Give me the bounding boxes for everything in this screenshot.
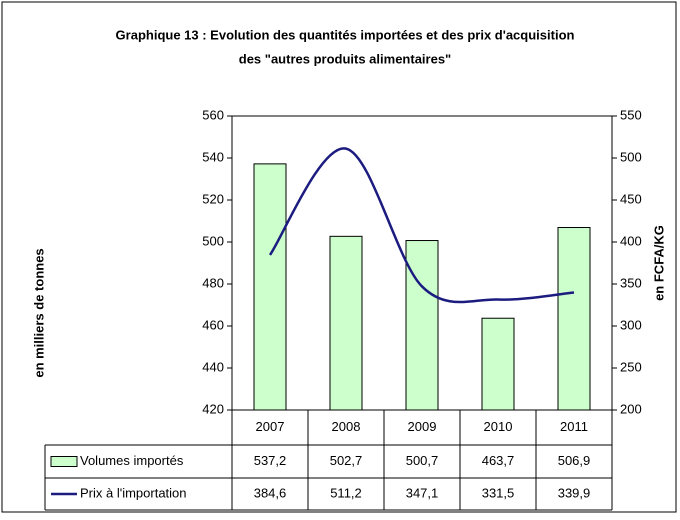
table-value: 347,1 — [406, 485, 439, 500]
legend-label: Prix à l'importation — [80, 485, 187, 500]
table-value: 500,7 — [406, 453, 439, 468]
bar — [481, 317, 515, 411]
y2-tick-label: 250 — [620, 359, 642, 374]
y-tick-label: 480 — [202, 275, 224, 290]
table-value: 506,9 — [558, 453, 591, 468]
y2-axis-label: en FCFA/KG — [651, 225, 666, 301]
y-tick-label: 460 — [202, 317, 224, 332]
y2-tick-label: 350 — [620, 275, 642, 290]
y-tick-label: 540 — [202, 149, 224, 164]
table-value: 384,6 — [254, 485, 287, 500]
y-tick-label: 520 — [202, 191, 224, 206]
y2-tick-label: 400 — [620, 233, 642, 248]
table-value: 339,9 — [558, 485, 591, 500]
table-value: 537,2 — [254, 453, 287, 468]
y-tick-label: 560 — [202, 107, 224, 122]
y2-tick-label: 300 — [620, 317, 642, 332]
y2-tick-label: 550 — [620, 107, 642, 122]
legend-label: Volumes importés — [80, 453, 184, 468]
x-tick-label: 2009 — [408, 419, 437, 434]
y-tick-label: 420 — [202, 401, 224, 416]
line — [268, 147, 575, 304]
bar — [405, 240, 439, 411]
table-value: 331,5 — [482, 485, 515, 500]
table-value: 463,7 — [482, 453, 515, 468]
bar — [253, 163, 287, 411]
y2-tick-label: 500 — [620, 149, 642, 164]
x-tick-label: 2011 — [560, 419, 588, 434]
y2-tick-label: 200 — [620, 401, 642, 416]
x-tick-label: 2007 — [256, 419, 285, 434]
x-tick-label: 2008 — [332, 419, 361, 434]
chart-title: Graphique 13 : Evolution des quantités i… — [116, 27, 575, 42]
y-axis-label: en milliers de tonnes — [31, 248, 46, 377]
y-tick-label: 500 — [202, 233, 224, 248]
y2-tick-label: 450 — [620, 191, 642, 206]
bar — [557, 227, 591, 411]
x-tick-label: 2010 — [484, 419, 513, 434]
chart-title: des "autres produits alimentaires" — [239, 51, 451, 66]
legend-swatch — [50, 456, 78, 467]
y-tick-label: 440 — [202, 359, 224, 374]
bar — [329, 235, 363, 411]
table-value: 511,2 — [330, 485, 362, 500]
table-value: 502,7 — [330, 453, 363, 468]
